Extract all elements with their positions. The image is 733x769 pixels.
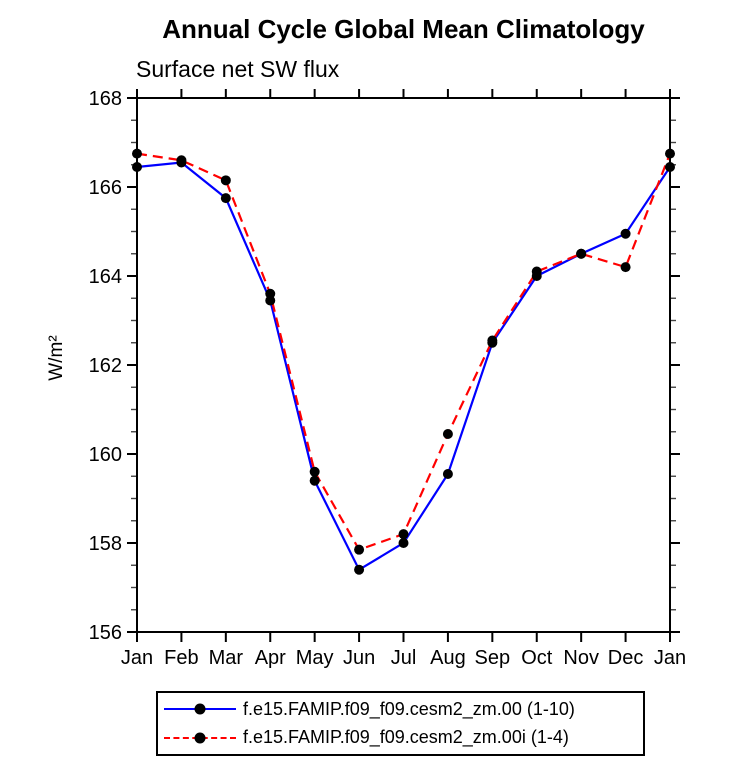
- data-point: [354, 564, 365, 575]
- x-tick-label: Apr: [255, 647, 286, 669]
- y-tick-label: 168: [89, 88, 122, 110]
- x-tick-label: Aug: [430, 647, 466, 669]
- y-tick-label: 160: [89, 444, 122, 466]
- y-tick-label: 156: [89, 622, 122, 644]
- data-point: [176, 155, 187, 166]
- x-tick-label: Sep: [475, 647, 511, 669]
- y-tick-label: 164: [89, 266, 122, 288]
- x-tick-label: May: [296, 647, 334, 669]
- y-tick-label: 158: [89, 533, 122, 555]
- series-line-0: [136, 161, 671, 572]
- data-point: [487, 335, 498, 346]
- chart-subtitle: Surface net SW flux: [136, 56, 340, 82]
- marker-dot-icon: [194, 703, 206, 715]
- data-point: [398, 538, 409, 548]
- legend: f.e15.FAMIP.f09_f09.cesm2_zm.00 (1-10) f…: [156, 691, 645, 756]
- data-point: [620, 228, 631, 239]
- x-tick-label: Jul: [391, 647, 417, 669]
- plot-border: [136, 97, 671, 633]
- x-tick-label: Dec: [608, 647, 644, 669]
- y-tick-label: 166: [89, 177, 122, 199]
- legend-line-sample-solid: [164, 703, 236, 715]
- legend-label: f.e15.FAMIP.f09_f09.cesm2_zm.00 (1-10): [243, 698, 575, 719]
- x-tick-label: Feb: [164, 647, 198, 669]
- data-point: [220, 175, 231, 186]
- x-tick-label: Mar: [209, 647, 244, 669]
- legend-entry-1: f.e15.FAMIP.f09_f09.cesm2_zm.00i (1-4): [164, 724, 643, 752]
- data-point: [309, 466, 320, 477]
- x-tick-label: Jun: [343, 647, 375, 669]
- data-point: [442, 428, 453, 439]
- data-point: [132, 148, 142, 159]
- legend-line-sample-dashed: [164, 732, 236, 744]
- x-tick-label: Jan: [654, 647, 686, 669]
- x-tick-label: Oct: [521, 647, 553, 669]
- data-point: [132, 161, 142, 172]
- x-tick-label: Nov: [563, 647, 599, 669]
- x-tick-label: Jan: [121, 647, 153, 669]
- y-tick-label: 162: [89, 355, 122, 377]
- data-point: [665, 161, 675, 172]
- data-point: [620, 262, 631, 273]
- marker-dot-icon: [194, 732, 206, 744]
- chart-title: Annual Cycle Global Mean Climatology: [162, 14, 645, 44]
- data-point: [309, 475, 320, 486]
- data-point: [354, 544, 365, 555]
- data-point: [665, 148, 675, 159]
- legend-entry-0: f.e15.FAMIP.f09_f09.cesm2_zm.00 (1-10): [164, 695, 643, 723]
- data-point: [220, 193, 231, 204]
- data-point: [442, 469, 453, 480]
- data-point: [531, 266, 542, 277]
- data-point: [576, 248, 587, 259]
- data-point: [265, 288, 276, 299]
- legend-label: f.e15.FAMIP.f09_f09.cesm2_zm.00i (1-4): [243, 727, 569, 748]
- data-point: [398, 529, 409, 540]
- series-line-1: [136, 152, 672, 552]
- plot-area: 156 158 160 162 164 166 168 Jan Feb Mar Apr May Jun J…: [89, 88, 687, 669]
